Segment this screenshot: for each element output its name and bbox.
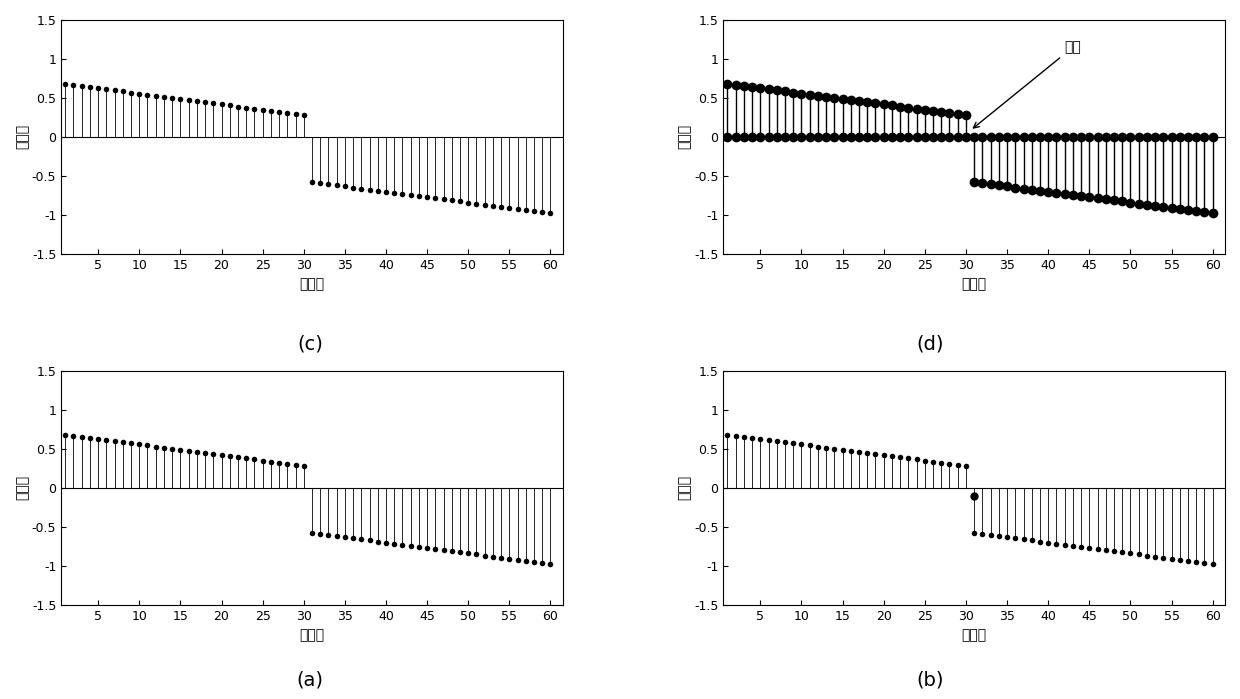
Text: 断点: 断点 <box>973 40 1081 128</box>
Y-axis label: 信号値: 信号値 <box>15 475 29 500</box>
Text: (b): (b) <box>916 670 944 689</box>
X-axis label: 采样点: 采样点 <box>961 278 987 291</box>
Text: (c): (c) <box>298 335 322 354</box>
X-axis label: 采样点: 采样点 <box>961 628 987 642</box>
X-axis label: 采样点: 采样点 <box>299 628 325 642</box>
Y-axis label: 信号値: 信号値 <box>677 124 691 150</box>
X-axis label: 采样点: 采样点 <box>299 278 325 291</box>
Text: (a): (a) <box>296 670 324 689</box>
Y-axis label: 信号値: 信号値 <box>677 475 691 500</box>
Y-axis label: 信号値: 信号値 <box>15 124 29 150</box>
Text: (d): (d) <box>916 335 944 354</box>
